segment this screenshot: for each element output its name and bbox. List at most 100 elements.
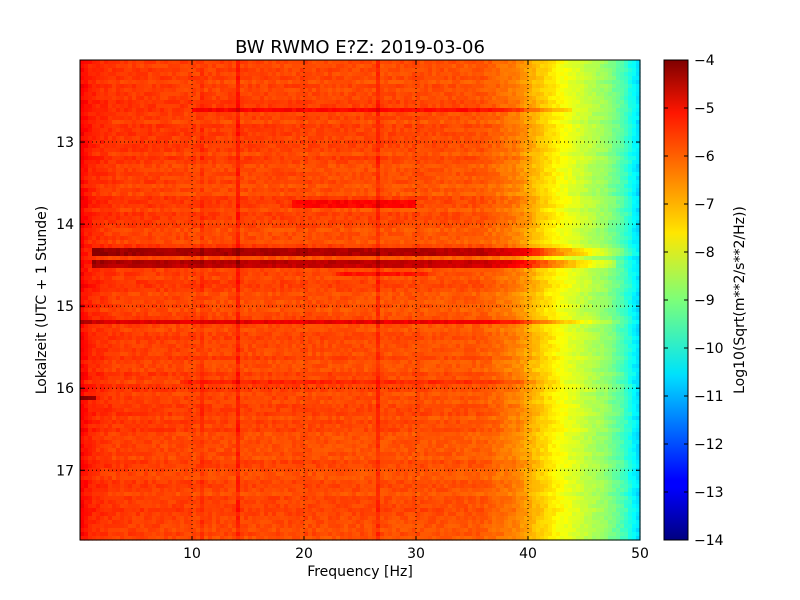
heatmap-cell [540, 68, 545, 73]
heatmap-cell [624, 160, 629, 165]
heatmap-cell [600, 172, 605, 177]
heatmap-cell [596, 172, 601, 177]
heatmap-cell [152, 176, 157, 181]
heatmap-cell [176, 64, 181, 69]
heatmap-cell [580, 88, 585, 93]
heatmap-cell [388, 192, 393, 197]
heatmap-cell [236, 80, 241, 85]
heatmap-cell [364, 144, 369, 149]
heatmap-cell [100, 192, 105, 197]
heatmap-cell [556, 104, 561, 109]
heatmap-cell [524, 100, 529, 105]
heatmap-cell [148, 172, 153, 177]
heatmap-cell [292, 200, 297, 205]
heatmap-cell [396, 156, 401, 161]
heatmap-cell [440, 80, 445, 85]
heatmap-cell [636, 156, 641, 161]
heatmap-cell [476, 140, 481, 145]
heatmap-cell [408, 72, 413, 77]
heatmap-cell [608, 60, 613, 65]
heatmap-cell [212, 176, 217, 181]
heatmap-cell [324, 92, 329, 97]
heatmap-cell [516, 144, 521, 149]
heatmap-cell [576, 100, 581, 105]
heatmap-cell [524, 92, 529, 97]
heatmap-cell [244, 164, 249, 169]
heatmap-cell [152, 68, 157, 73]
heatmap-cell [228, 180, 233, 185]
heatmap-cell [176, 96, 181, 101]
heatmap-cell [512, 72, 517, 77]
heatmap-cell [212, 108, 217, 113]
heatmap-cell [580, 188, 585, 193]
heatmap-cell [324, 88, 329, 93]
heatmap-cell [476, 148, 481, 153]
heatmap-cell [316, 168, 321, 173]
heatmap-cell [340, 188, 345, 193]
heatmap-cell [604, 96, 609, 101]
heatmap-cell [504, 196, 509, 201]
heatmap-cell [484, 180, 489, 185]
heatmap-cell [360, 200, 365, 205]
heatmap-cell [208, 180, 213, 185]
heatmap-cell [192, 80, 197, 85]
heatmap-cell [532, 148, 537, 153]
heatmap-cell [260, 60, 265, 65]
heatmap-cell [124, 128, 129, 133]
heatmap-cell [188, 100, 193, 105]
heatmap-cell [296, 68, 301, 73]
heatmap-cell [440, 76, 445, 81]
heatmap-cell [484, 132, 489, 137]
heatmap-cell [264, 120, 269, 125]
heatmap-cell [488, 64, 493, 69]
heatmap-cell [576, 104, 581, 109]
heatmap-cell [268, 64, 273, 69]
heatmap-cell [268, 88, 273, 93]
heatmap-cell [232, 160, 237, 165]
heatmap-cell [536, 112, 541, 117]
heatmap-cell [420, 84, 425, 89]
heatmap-cell [120, 160, 125, 165]
heatmap-cell [440, 104, 445, 109]
heatmap-cell [280, 96, 285, 101]
heatmap-cell [84, 136, 89, 141]
heatmap-cell [136, 68, 141, 73]
heatmap-cell [632, 100, 637, 105]
heatmap-cell [492, 104, 497, 109]
heatmap-cell [152, 64, 157, 69]
heatmap-cell [236, 120, 241, 125]
heatmap-cell [504, 72, 509, 77]
heatmap-cell [536, 60, 541, 65]
heatmap-cell [292, 96, 297, 101]
heatmap-cell [476, 92, 481, 97]
heatmap-cell [176, 124, 181, 129]
heatmap-cell [632, 120, 637, 125]
heatmap-cell [544, 108, 549, 113]
heatmap-cell [228, 184, 233, 189]
heatmap-cell [420, 196, 425, 201]
heatmap-cell [504, 112, 509, 117]
heatmap-cell [100, 188, 105, 193]
heatmap-cell [564, 168, 569, 173]
heatmap-cell [444, 108, 449, 113]
heatmap-cell [376, 160, 381, 165]
heatmap-cell [168, 160, 173, 165]
heatmap-cell [452, 136, 457, 141]
heatmap-cell [336, 156, 341, 161]
heatmap-cell [108, 148, 113, 153]
heatmap-cell [276, 156, 281, 161]
heatmap-cell [344, 136, 349, 141]
heatmap-cell [432, 196, 437, 201]
heatmap-cell [244, 152, 249, 157]
heatmap-cell [404, 120, 409, 125]
heatmap-cell [636, 176, 641, 181]
heatmap-cell [100, 100, 105, 105]
heatmap-cell [320, 88, 325, 93]
heatmap-cell [148, 192, 153, 197]
heatmap-cell [372, 96, 377, 101]
heatmap-cell [88, 92, 93, 97]
heatmap-cell [276, 96, 281, 101]
heatmap-cell [348, 124, 353, 129]
heatmap-cell [188, 192, 193, 197]
heatmap-cell [624, 168, 629, 173]
